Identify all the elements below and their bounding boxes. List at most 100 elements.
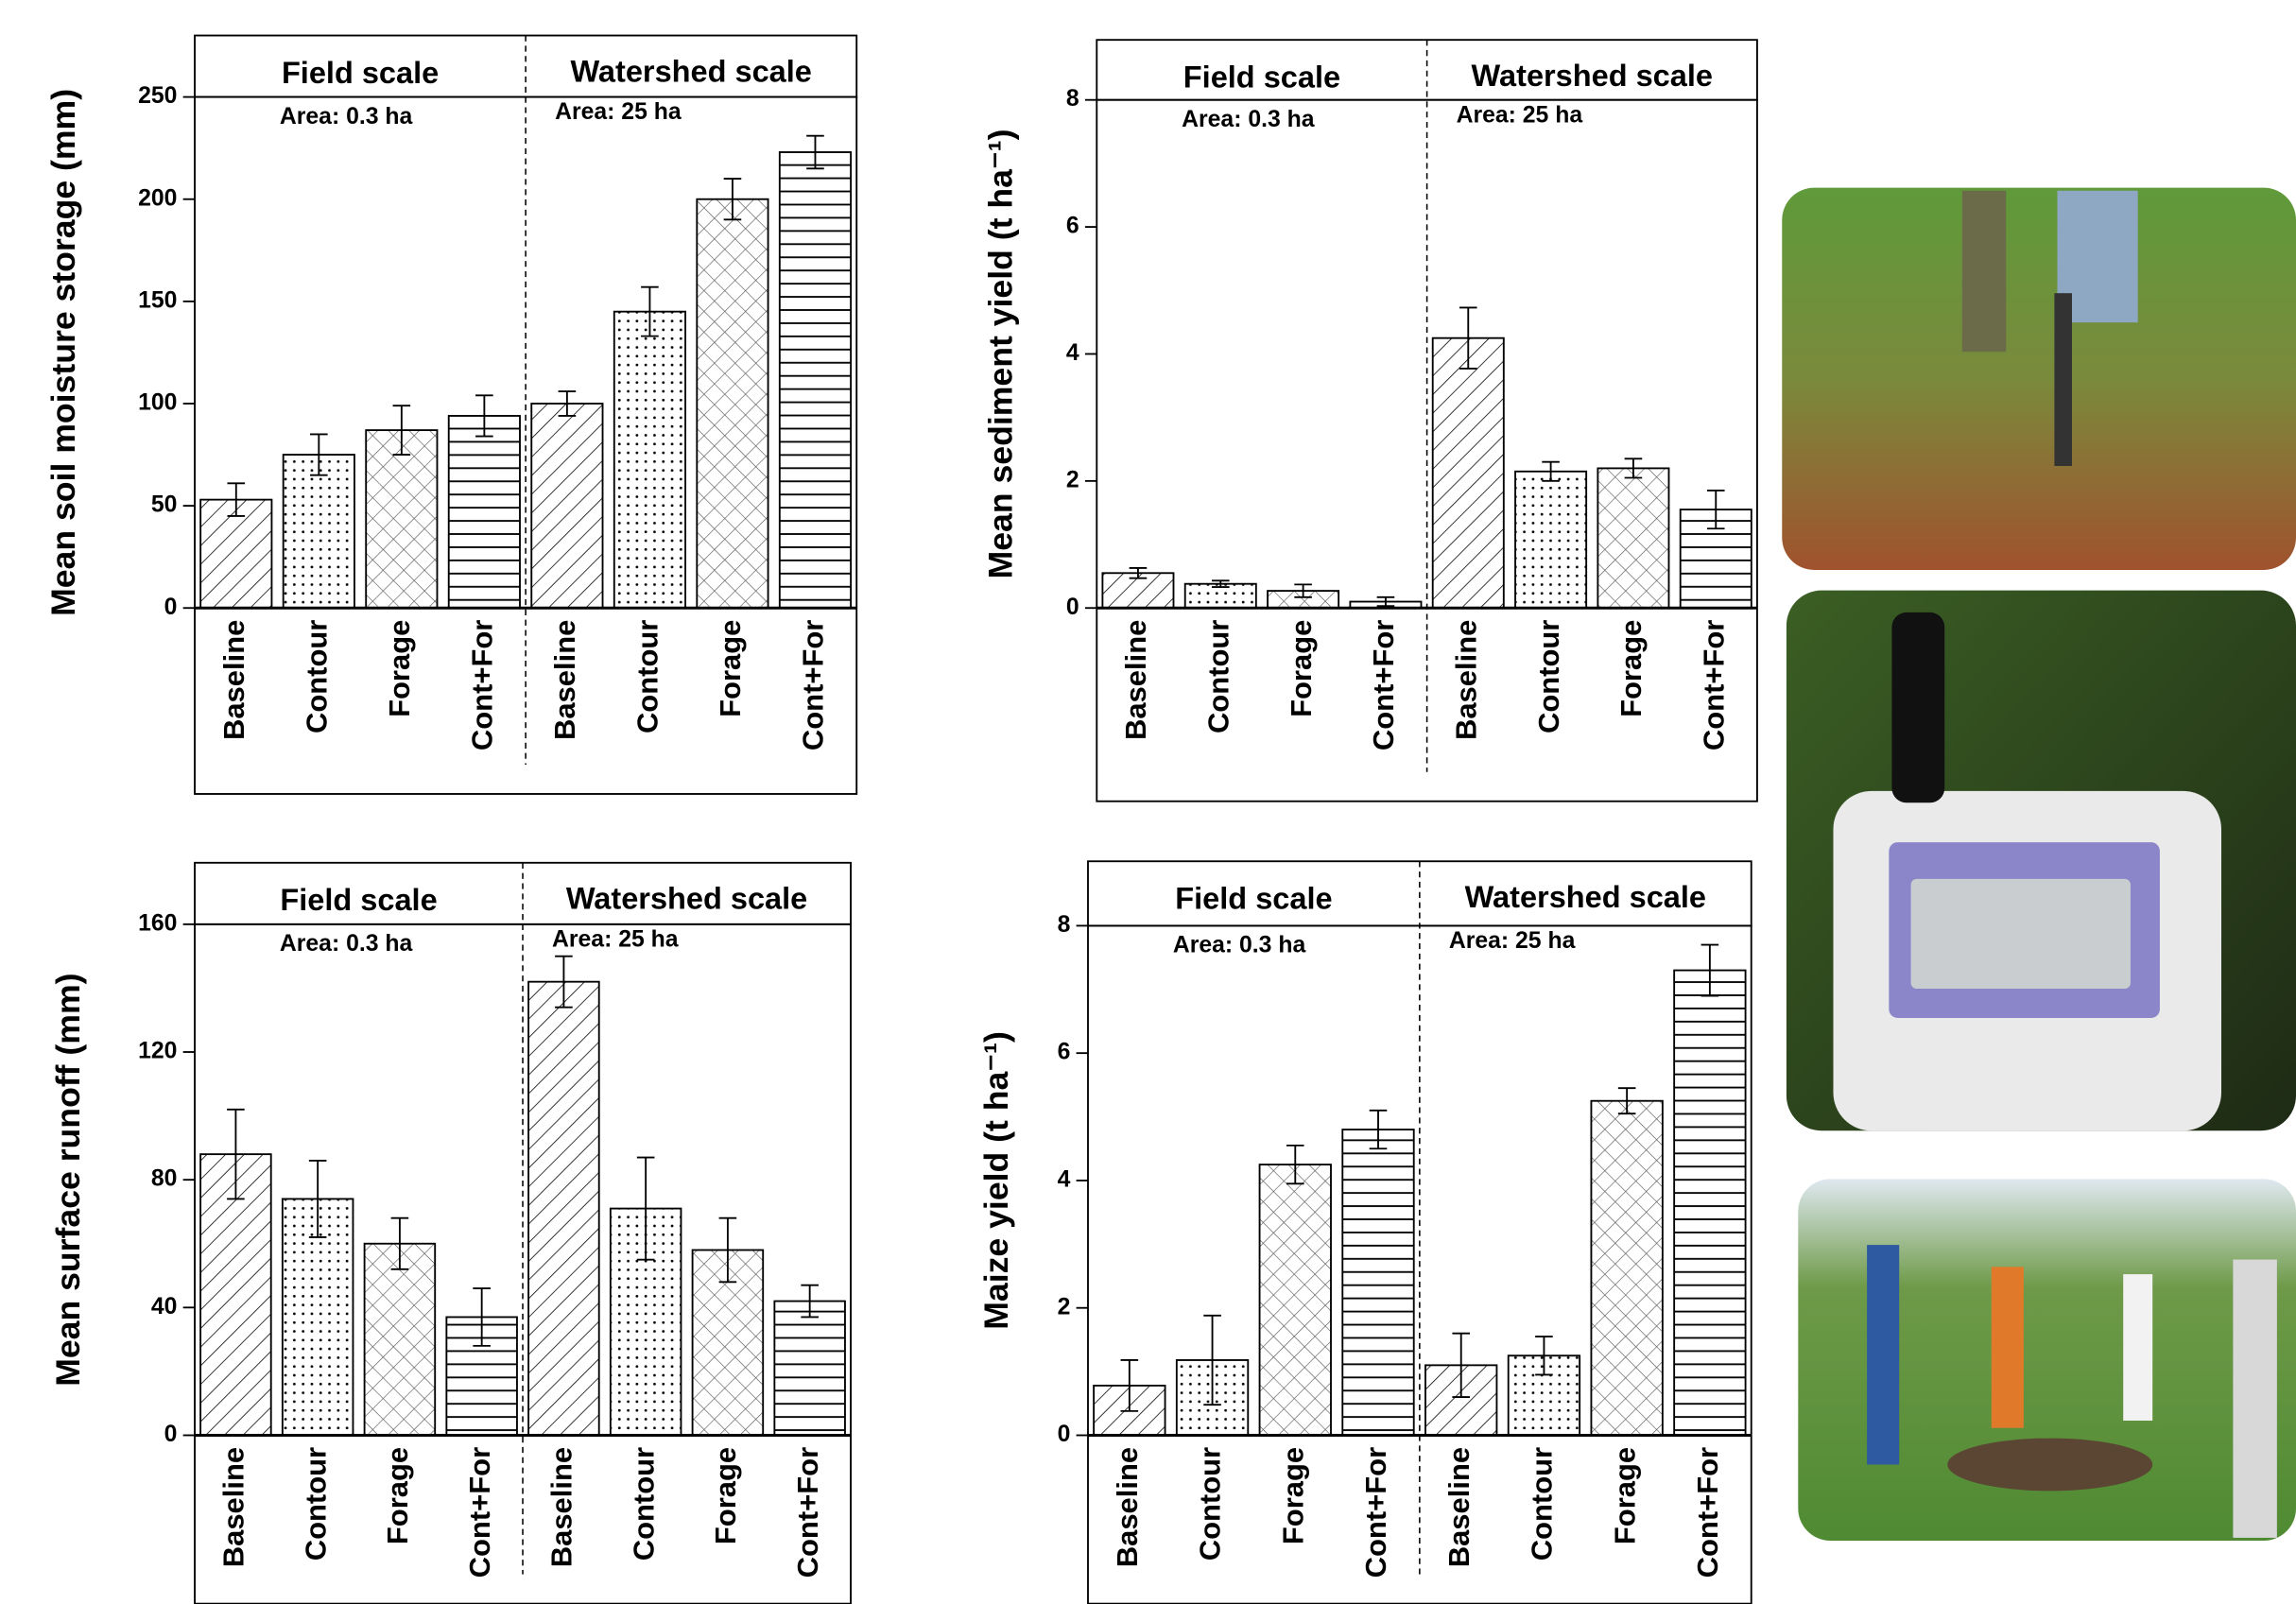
bar [780, 152, 851, 608]
figure: Field scale Watershed scale Area: 0.3 ha Ar… [0, 0, 2296, 1604]
bar [531, 404, 602, 608]
y-tick-label: 0 [164, 1422, 178, 1447]
x-tick-label: Forage [381, 1447, 414, 1544]
bar [365, 1244, 436, 1436]
y-axis-label: Mean sediment yield (t ha⁻¹) [982, 129, 1020, 579]
bar [366, 430, 437, 608]
x-tick-label: Contour [1194, 1447, 1227, 1561]
x-tick-label: Contour [627, 1447, 660, 1561]
photo-detail [2233, 1260, 2276, 1538]
x-tick-label: Contour [631, 620, 665, 733]
y-tick-label: 6 [1058, 1040, 1071, 1065]
bar [449, 416, 520, 608]
group-label: Watershed scale [1465, 880, 1706, 914]
y-axis-label: Maize yield (t ha⁻¹) [977, 1031, 1015, 1330]
photo-detail [2054, 293, 2072, 466]
x-tick-label: Forage [1608, 1447, 1641, 1544]
y-tick-label: 50 [151, 492, 178, 518]
x-tick-label: Forage [383, 620, 416, 717]
x-tick-label: Baseline [1111, 1447, 1144, 1567]
bar [1515, 472, 1586, 608]
x-tick-label: Contour [1526, 1447, 1559, 1561]
area-label: Area: 25 ha [1457, 102, 1583, 128]
y-tick-label: 0 [1066, 595, 1079, 620]
y-axis-label: Mean surface runoff (mm) [49, 974, 87, 1387]
area-label: Area: 0.3 ha [280, 104, 413, 129]
chart: Field scale Watershed scale Area: 0.3 ha Ar… [982, 40, 1757, 802]
area-label: Area: 25 ha [552, 926, 679, 952]
bar [1433, 338, 1504, 609]
bar [774, 1302, 845, 1436]
x-tick-label: Cont+For [797, 620, 830, 750]
y-tick-label: 2 [1058, 1294, 1071, 1319]
x-tick-label: Baseline [545, 1447, 578, 1567]
group-label: Field scale [1175, 882, 1332, 916]
group-label: Watershed scale [1472, 59, 1713, 93]
bar [1674, 971, 1745, 1436]
y-tick-label: 40 [151, 1294, 178, 1319]
y-tick-label: 0 [164, 595, 178, 620]
x-tick-label: Cont+For [466, 620, 499, 750]
y-axis-label: Mean soil moisture storage (mm) [44, 89, 82, 616]
group-label: Field scale [280, 883, 437, 917]
y-tick-label: 100 [138, 390, 177, 416]
x-tick-label: Baseline [1119, 620, 1152, 740]
y-tick-label: 4 [1066, 340, 1079, 366]
bar [284, 455, 354, 608]
area-label: Area: 0.3 ha [1182, 107, 1315, 132]
x-tick-label: Baseline [217, 620, 250, 740]
group-label: Watershed scale [566, 882, 807, 916]
x-tick-label: Cont+For [1691, 1447, 1724, 1578]
bar [1597, 468, 1668, 608]
x-tick-label: Cont+For [463, 1447, 496, 1578]
y-tick-label: 250 [138, 83, 177, 109]
photo-detail [1891, 612, 1944, 802]
photo-detail [1867, 1245, 1899, 1464]
group-label: Field scale [282, 56, 439, 90]
photos [1782, 188, 2296, 1541]
bar [528, 982, 599, 1436]
photo-detail [1962, 191, 2006, 352]
y-tick-label: 4 [1058, 1166, 1071, 1192]
x-tick-label: Forage [709, 1447, 742, 1544]
y-tick-label: 8 [1058, 912, 1071, 938]
bar [697, 199, 768, 609]
y-tick-label: 0 [1058, 1422, 1071, 1447]
y-tick-label: 120 [138, 1039, 177, 1064]
x-tick-label: Forage [1614, 620, 1648, 717]
x-tick-label: Baseline [1449, 620, 1482, 740]
x-tick-label: Baseline [1442, 1447, 1476, 1567]
y-tick-label: 200 [138, 185, 177, 211]
bar [614, 312, 685, 609]
y-tick-label: 160 [138, 910, 177, 936]
area-label: Area: 25 ha [1449, 928, 1576, 954]
group-label: Field scale [1183, 60, 1340, 95]
y-tick-label: 8 [1066, 86, 1079, 112]
chart: Field scale Watershed scale Area: 0.3 ha Ar… [44, 36, 856, 794]
x-tick-label: Forage [1285, 620, 1318, 717]
x-tick-label: Contour [299, 1447, 332, 1561]
photo-field-measurement [1782, 188, 2296, 570]
photo-detail [1911, 879, 2131, 989]
x-tick-label: Baseline [548, 620, 581, 740]
x-tick-label: Cont+For [791, 1447, 824, 1578]
area-label: Area: 25 ha [555, 99, 682, 125]
bar [1591, 1101, 1662, 1436]
page: {"chart_data": [ {"type": "bar", "y_labe… [0, 0, 2296, 1604]
y-tick-label: 2 [1066, 467, 1079, 492]
x-tick-label: Baseline [217, 1447, 250, 1567]
x-tick-label: Cont+For [1697, 620, 1730, 750]
bar [1260, 1164, 1331, 1435]
bar [1342, 1130, 1413, 1435]
chart: Field scale Watershed scale Area: 0.3 ha Ar… [49, 863, 851, 1604]
group-label: Watershed scale [570, 54, 811, 88]
x-tick-label: Cont+For [1359, 1447, 1392, 1578]
area-label: Area: 0.3 ha [280, 931, 413, 957]
x-tick-label: Contour [301, 620, 334, 733]
y-tick-label: 6 [1066, 214, 1079, 239]
photo-detail [2123, 1274, 2152, 1421]
y-tick-label: 150 [138, 287, 177, 313]
x-tick-label: Forage [714, 620, 747, 717]
photo-detail [1992, 1267, 2024, 1427]
